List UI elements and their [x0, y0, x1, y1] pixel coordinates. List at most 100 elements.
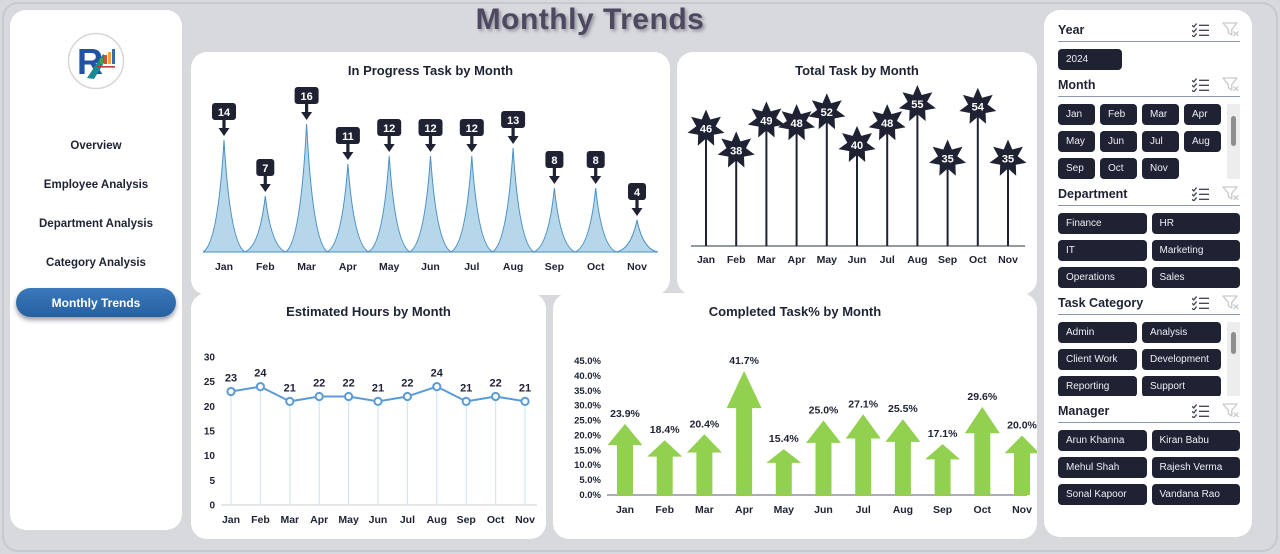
star-marker[interactable]	[747, 101, 785, 138]
data-point[interactable]	[520, 396, 530, 407]
slicer-option-jan[interactable]: Jan	[1058, 104, 1095, 125]
arrow-bar[interactable]	[647, 440, 683, 495]
arrow-bar[interactable]	[964, 406, 1000, 495]
arrow-bar[interactable]	[806, 420, 841, 495]
slicer-option-client-work[interactable]: Client Work	[1058, 349, 1137, 370]
clear-filter-icon[interactable]	[1222, 403, 1240, 418]
arrow-bar[interactable]	[845, 414, 881, 495]
data-point[interactable]	[491, 391, 501, 402]
slicer-option-mehul-shah[interactable]: Mehul Shah	[1058, 457, 1147, 478]
select-all-icon[interactable]	[1192, 77, 1210, 92]
arrow-bar[interactable]	[726, 370, 762, 495]
star-marker[interactable]	[868, 104, 906, 141]
slicer-option-feb[interactable]: Feb	[1100, 104, 1137, 125]
data-point[interactable]	[344, 391, 354, 402]
data-point[interactable]	[373, 396, 383, 407]
slicer-option-finance[interactable]: Finance	[1058, 213, 1147, 234]
select-all-icon[interactable]	[1192, 295, 1210, 310]
select-all-icon[interactable]	[1192, 403, 1210, 418]
star-marker[interactable]	[898, 85, 936, 122]
slicer-option-reporting[interactable]: Reporting	[1058, 376, 1137, 396]
peak-shape[interactable]	[201, 139, 247, 253]
select-all-icon[interactable]	[1192, 186, 1210, 201]
peak-shape[interactable]	[326, 163, 370, 253]
star-marker[interactable]	[717, 131, 755, 168]
arrow-bar[interactable]	[607, 423, 643, 495]
slicer-option-analysis[interactable]: Analysis	[1142, 322, 1221, 343]
clear-filter-icon[interactable]	[1222, 186, 1240, 201]
line-chart-svg[interactable]: 0 5 10 15 20 25 30 Jan Feb Mar Apr May Jun Jul Aug Sep O…	[191, 319, 546, 530]
slicer-option-operations[interactable]: Operations	[1058, 267, 1147, 288]
peak-shape[interactable]	[283, 123, 330, 253]
peak-shape[interactable]	[533, 187, 576, 253]
peak-shape[interactable]	[409, 155, 452, 253]
slicer-option-development[interactable]: Development	[1142, 349, 1221, 370]
slicer-option-kiran-babu[interactable]: Kiran Babu	[1151, 430, 1240, 451]
peak-shape[interactable]	[491, 147, 535, 253]
data-point[interactable]	[285, 396, 295, 407]
total-task-chart[interactable]: 46 Jan 38 Feb 49 Mar 48 Apr 52 May 40 Jun 48 Jul 55 Aug…	[677, 78, 1037, 286]
clear-filter-icon[interactable]	[1222, 22, 1240, 37]
star-marker[interactable]	[989, 139, 1027, 176]
clear-filter-icon[interactable]	[1222, 77, 1240, 92]
slicer-option-marketing[interactable]: Marketing	[1151, 240, 1240, 261]
sidebar-item-monthly-trends[interactable]: Monthly Trends	[16, 288, 176, 317]
data-point[interactable]	[402, 391, 412, 402]
slicer-option-sep[interactable]: Sep	[1058, 158, 1095, 179]
peak-shape[interactable]	[244, 195, 287, 253]
arrow-bar[interactable]	[885, 419, 921, 495]
sidebar-item-department-analysis[interactable]: Department Analysis	[39, 217, 153, 230]
peak-shape[interactable]	[367, 155, 411, 253]
star-marker[interactable]	[808, 93, 846, 130]
star-marker[interactable]	[959, 87, 997, 124]
arrow-bar[interactable]	[766, 449, 802, 495]
slicer-option-it[interactable]: IT	[1058, 240, 1147, 261]
star-marker[interactable]	[838, 125, 876, 162]
lollipop-star-svg[interactable]: 46 Jan 38 Feb 49 Mar 48 Apr 52 May 40 Jun 48 Jul 55 Aug…	[677, 78, 1037, 286]
data-point[interactable]	[461, 396, 471, 407]
slicer-option-may[interactable]: May	[1058, 131, 1095, 152]
estimated-hours-chart[interactable]: 0 5 10 15 20 25 30 Jan Feb Mar Apr May Jun Jul Aug Sep O…	[191, 319, 546, 530]
arrow-bar[interactable]	[925, 444, 961, 495]
clear-filter-icon[interactable]	[1222, 295, 1240, 310]
arrow-bar-svg[interactable]: 45.0% 40.0% 35.0% 30.0% 25.0% 20.0% 15.0% 10.0%…	[553, 319, 1037, 530]
data-point[interactable]	[255, 382, 266, 392]
peak-shape[interactable]	[450, 155, 494, 253]
star-marker[interactable]	[778, 104, 816, 141]
slicer-option-arun-khanna[interactable]: Arun Khanna	[1058, 430, 1147, 451]
slicer-option-hr[interactable]: HR	[1151, 213, 1240, 234]
star-marker[interactable]	[929, 139, 967, 176]
slicer-option-vandana-rao[interactable]: Vandana Rao	[1151, 484, 1240, 505]
slicer-option-apr[interactable]: Apr	[1184, 104, 1221, 125]
slicer-option-sales[interactable]: Sales	[1151, 267, 1240, 288]
star-marker[interactable]	[687, 109, 725, 146]
completed-task-chart[interactable]: 45.0% 40.0% 35.0% 30.0% 25.0% 20.0% 15.0% 10.0%…	[553, 319, 1037, 530]
data-point[interactable]	[314, 391, 324, 402]
select-all-icon[interactable]	[1192, 22, 1210, 37]
area-peaks-svg[interactable]: 14 Jan 7 Feb 16 Mar 11 Apr 12 May 12 Jun 12 Jul 13 Aug 8…	[191, 78, 670, 286]
slicer-option-sonal-kapoor[interactable]: Sonal Kapoor	[1058, 484, 1147, 505]
sidebar-item-category-analysis[interactable]: Category Analysis	[46, 256, 146, 269]
arrow-bar[interactable]	[686, 434, 722, 495]
slicer-option-jul[interactable]: Jul	[1142, 131, 1179, 152]
slicer-option-jun[interactable]: Jun	[1100, 131, 1137, 152]
slicer-option-mar[interactable]: Mar	[1142, 104, 1179, 125]
slicer-option-rajesh-verma[interactable]: Rajesh Verma	[1151, 457, 1240, 478]
peak-shape[interactable]	[615, 219, 659, 253]
scrollbar-thumb[interactable]	[1231, 332, 1236, 354]
slicer-option-2024[interactable]: 2024	[1058, 49, 1122, 70]
sidebar-item-employee-analysis[interactable]: Employee Analysis	[43, 178, 149, 191]
sidebar-item-overview[interactable]: Overview	[70, 139, 122, 152]
in-progress-chart[interactable]: 14 Jan 7 Feb 16 Mar 11 Apr 12 May 12 Jun 12 Jul 13 Aug 8…	[191, 78, 670, 286]
scrollbar-track[interactable]	[1227, 322, 1240, 396]
peak-shape[interactable]	[574, 187, 617, 253]
scrollbar-track[interactable]	[1227, 104, 1240, 179]
data-point[interactable]	[432, 382, 442, 392]
arrow-bar[interactable]	[1004, 435, 1038, 495]
slicer-option-oct[interactable]: Oct	[1100, 158, 1137, 179]
slicer-option-aug[interactable]: Aug	[1184, 131, 1221, 152]
slicer-option-support[interactable]: Support	[1142, 376, 1221, 396]
slicer-option-nov[interactable]: Nov	[1142, 158, 1179, 179]
slicer-option-admin[interactable]: Admin	[1058, 322, 1137, 343]
scrollbar-thumb[interactable]	[1231, 116, 1236, 146]
